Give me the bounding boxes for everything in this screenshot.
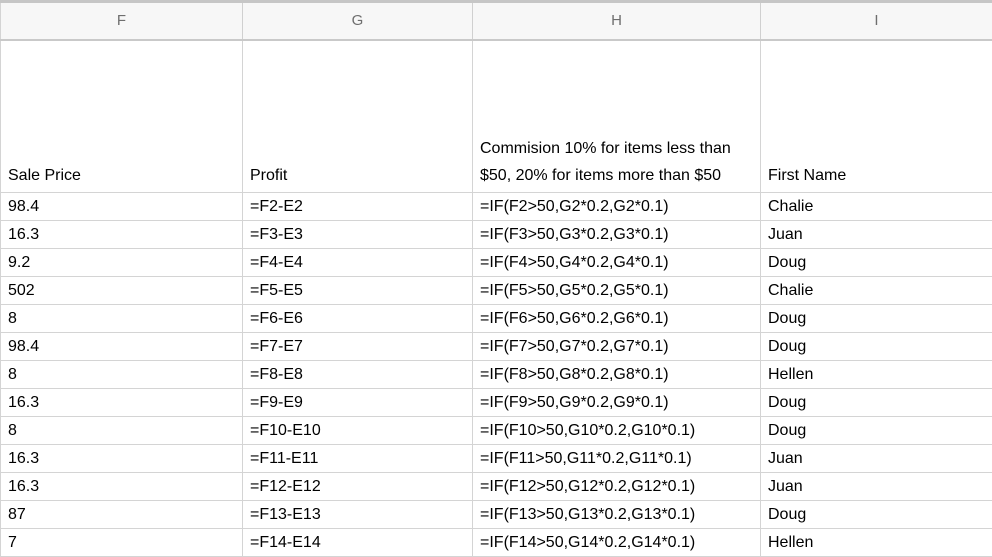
cell-first-name[interactable]: Doug bbox=[768, 394, 807, 411]
cell-sale-price[interactable]: 8 bbox=[0, 305, 243, 332]
cell-sale-price[interactable]: 7 bbox=[0, 529, 243, 556]
commission-header-line1: Commision 10% for items less than bbox=[480, 140, 731, 157]
cell-first-name[interactable]: Juan bbox=[768, 450, 803, 467]
cell-first-name[interactable]: Chalie bbox=[768, 198, 814, 215]
cell-profit[interactable]: =F11-E11 bbox=[243, 445, 473, 472]
cell-profit[interactable]: =F7-E7 bbox=[243, 333, 473, 360]
cell-first-name[interactable]: Doug bbox=[768, 422, 807, 439]
cell-first-name[interactable]: Doug bbox=[768, 338, 807, 355]
cell-first-name[interactable]: Chalie bbox=[768, 282, 814, 299]
cell-commission[interactable]: =IF(F9>50,G9*0.2,G9*0.1) bbox=[473, 389, 761, 416]
cell-sale-price[interactable]: 9.2 bbox=[0, 249, 243, 276]
cell-commission[interactable]: =IF(F12>50,G12*0.2,G12*0.1) bbox=[473, 473, 761, 500]
table-row: 8 =F10-E10 =IF(F10>50,G10*0.2,G10*0.1) Doug bbox=[0, 417, 992, 445]
cell-commission[interactable]: =IF(F6>50,G6*0.2,G6*0.1) bbox=[473, 305, 761, 332]
cell-first-name[interactable]: Doug bbox=[768, 310, 807, 327]
header-row: Sale Price Profit Commision 10% for item… bbox=[0, 41, 992, 193]
cell-sale-price[interactable]: 87 bbox=[0, 501, 243, 528]
commission-header-line2: $50, 20% for items more than $50 bbox=[480, 167, 722, 184]
cell-sale-price[interactable]: 16.3 bbox=[0, 445, 243, 472]
table-row: 98.4 =F7-E7 =IF(F7>50,G7*0.2,G7*0.1) Doug bbox=[0, 333, 992, 361]
cell-sale-price[interactable]: 502 bbox=[0, 277, 243, 304]
cell-sale-price[interactable]: 16.3 bbox=[0, 221, 243, 248]
cell-first-name[interactable]: Hellen bbox=[768, 534, 814, 551]
first-name-header-text: First Name bbox=[768, 167, 847, 184]
cell-first-name[interactable]: Hellen bbox=[768, 366, 814, 383]
cell-commission[interactable]: =IF(F7>50,G7*0.2,G7*0.1) bbox=[473, 333, 761, 360]
cell-sale-price-header[interactable]: Sale Price bbox=[0, 41, 243, 192]
cell-first-name-header[interactable]: First Name bbox=[761, 41, 992, 192]
cell-commission[interactable]: =IF(F13>50,G13*0.2,G13*0.1) bbox=[473, 501, 761, 528]
cell-commission[interactable]: =IF(F5>50,G5*0.2,G5*0.1) bbox=[473, 277, 761, 304]
profit-header-text: Profit bbox=[250, 167, 288, 184]
cell-profit[interactable]: =F8-E8 bbox=[243, 361, 473, 388]
cell-profit[interactable]: =F3-E3 bbox=[243, 221, 473, 248]
cell-profit[interactable]: =F2-E2 bbox=[243, 193, 473, 220]
column-header-row: F G H I bbox=[0, 3, 992, 41]
table-row: 9.2 =F4-E4 =IF(F4>50,G4*0.2,G4*0.1) Doug bbox=[0, 249, 992, 277]
table-row: 98.4 =F2-E2 =IF(F2>50,G2*0.2,G2*0.1) Chalie bbox=[0, 193, 992, 221]
cell-profit[interactable]: =F9-E9 bbox=[243, 389, 473, 416]
column-header-g[interactable]: G bbox=[243, 3, 473, 39]
table-row: 8 =F6-E6 =IF(F6>50,G6*0.2,G6*0.1) Doug bbox=[0, 305, 992, 333]
cell-profit[interactable]: =F12-E12 bbox=[243, 473, 473, 500]
cell-profit[interactable]: =F13-E13 bbox=[243, 501, 473, 528]
table-row: 16.3 =F9-E9 =IF(F9>50,G9*0.2,G9*0.1) Doug bbox=[0, 389, 992, 417]
cell-sale-price[interactable]: 98.4 bbox=[0, 333, 243, 360]
table-row: 502 =F5-E5 =IF(F5>50,G5*0.2,G5*0.1) Chalie bbox=[0, 277, 992, 305]
cell-profit-header[interactable]: Profit bbox=[243, 41, 473, 192]
column-header-h[interactable]: H bbox=[473, 3, 761, 39]
cell-sale-price[interactable]: 16.3 bbox=[0, 473, 243, 500]
cell-sale-price[interactable]: 98.4 bbox=[0, 193, 243, 220]
toolbar-edge bbox=[0, 0, 992, 3]
cell-commission[interactable]: =IF(F10>50,G10*0.2,G10*0.1) bbox=[473, 417, 761, 444]
table-row: 16.3 =F11-E11 =IF(F11>50,G11*0.2,G11*0.1) J… bbox=[0, 445, 992, 473]
table-row: 8 =F8-E8 =IF(F8>50,G8*0.2,G8*0.1) Hellen bbox=[0, 361, 992, 389]
cell-profit[interactable]: =F5-E5 bbox=[243, 277, 473, 304]
cell-first-name[interactable]: Doug bbox=[768, 506, 807, 523]
cell-profit[interactable]: =F14-E14 bbox=[243, 529, 473, 556]
cell-commission[interactable]: =IF(F4>50,G4*0.2,G4*0.1) bbox=[473, 249, 761, 276]
table-row: 16.3 =F12-E12 =IF(F12>50,G12*0.2,G12*0.1) J… bbox=[0, 473, 992, 501]
cell-profit[interactable]: =F4-E4 bbox=[243, 249, 473, 276]
column-header-f[interactable]: F bbox=[0, 3, 243, 39]
cell-commission[interactable]: =IF(F11>50,G11*0.2,G11*0.1) bbox=[473, 445, 761, 472]
cell-commission[interactable]: =IF(F14>50,G14*0.2,G14*0.1) bbox=[473, 529, 761, 556]
cell-first-name[interactable]: Doug bbox=[768, 254, 807, 271]
cell-profit[interactable]: =F10-E10 bbox=[243, 417, 473, 444]
cell-commission[interactable]: =IF(F8>50,G8*0.2,G8*0.1) bbox=[473, 361, 761, 388]
cell-commission[interactable]: =IF(F2>50,G2*0.2,G2*0.1) bbox=[473, 193, 761, 220]
cell-sale-price[interactable]: 16.3 bbox=[0, 389, 243, 416]
cell-commission-header[interactable]: Commision 10% for items less than $50, 2… bbox=[473, 41, 761, 192]
table-row: 87 =F13-E13 =IF(F13>50,G13*0.2,G13*0.1) Dou… bbox=[0, 501, 992, 529]
cell-first-name[interactable]: Juan bbox=[768, 226, 803, 243]
sale-price-header-text: Sale Price bbox=[8, 167, 81, 184]
table-row: 16.3 =F3-E3 =IF(F3>50,G3*0.2,G3*0.1) Juan bbox=[0, 221, 992, 249]
cell-profit[interactable]: =F6-E6 bbox=[243, 305, 473, 332]
column-header-i[interactable]: I bbox=[874, 12, 879, 29]
cell-sale-price[interactable]: 8 bbox=[0, 417, 243, 444]
cell-sale-price[interactable]: 8 bbox=[0, 361, 243, 388]
table-row: 7 =F14-E14 =IF(F14>50,G14*0.2,G14*0.1) Hell… bbox=[0, 529, 992, 557]
cell-commission[interactable]: =IF(F3>50,G3*0.2,G3*0.1) bbox=[473, 221, 761, 248]
cell-first-name[interactable]: Juan bbox=[768, 478, 803, 495]
